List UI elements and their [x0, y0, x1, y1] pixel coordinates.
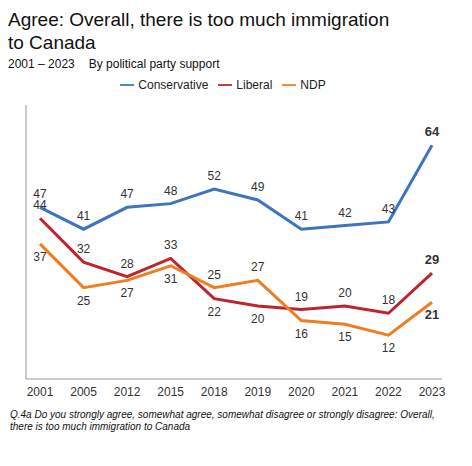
- svg-text:25: 25: [208, 268, 222, 282]
- html-text:Agree: Overall, there is too m: Agree: Overall, there is too much immigr…: [8, 9, 390, 53]
- svg-text:27: 27: [251, 260, 265, 274]
- svg-text:20: 20: [251, 312, 265, 326]
- svg-text:16: 16: [295, 327, 309, 341]
- svg-text:2020: 2020: [288, 385, 315, 399]
- svg-text:47: 47: [120, 187, 134, 201]
- svg-text:2019: 2019: [244, 385, 271, 399]
- svg-text:2021: 2021: [332, 385, 359, 399]
- html-text:Liberal: Liberal: [236, 78, 273, 92]
- svg-text:64: 64: [425, 124, 440, 139]
- svg-text:25: 25: [77, 294, 91, 308]
- svg-text:48: 48: [164, 184, 178, 198]
- html-text:By political party support: By political party support: [88, 57, 220, 71]
- html-text:Q.4a Do you strongly agree, so: Q.4a Do you strongly agree, somewhat agr…: [10, 409, 435, 432]
- svg-text:43: 43: [382, 202, 396, 216]
- html-text:Conservative: Conservative: [138, 78, 209, 92]
- svg-text:27: 27: [120, 286, 134, 300]
- html-text:2001 – 2023: 2001 – 2023: [8, 57, 75, 71]
- svg-text:44: 44: [33, 198, 47, 212]
- svg-text:2023: 2023: [419, 385, 446, 399]
- svg-text:29: 29: [425, 252, 439, 267]
- svg-text:41: 41: [295, 209, 309, 223]
- svg-text:2018: 2018: [201, 385, 228, 399]
- svg-text:32: 32: [77, 242, 91, 256]
- svg-text:41: 41: [77, 209, 91, 223]
- svg-text:33: 33: [164, 238, 178, 252]
- svg-text:47: 47: [33, 187, 47, 202]
- svg-text:12: 12: [382, 341, 396, 355]
- svg-text:15: 15: [338, 330, 352, 344]
- svg-text:21: 21: [425, 307, 439, 322]
- svg-text:18: 18: [382, 293, 396, 307]
- svg-text:2015: 2015: [157, 385, 184, 399]
- svg-text:2012: 2012: [114, 385, 141, 399]
- svg-text:37: 37: [33, 250, 47, 264]
- svg-text:22: 22: [208, 305, 222, 319]
- svg-text:2005: 2005: [70, 385, 97, 399]
- svg-text:19: 19: [295, 290, 309, 304]
- svg-text:2001: 2001: [27, 385, 54, 399]
- svg-text:28: 28: [120, 257, 134, 271]
- svg-text:20: 20: [338, 286, 352, 300]
- svg-text:31: 31: [164, 272, 178, 286]
- svg-text:49: 49: [251, 180, 265, 194]
- svg-text:52: 52: [208, 169, 222, 183]
- html-text:NDP: NDP: [300, 78, 326, 92]
- svg-text:42: 42: [338, 206, 352, 220]
- svg-text:2022: 2022: [375, 385, 402, 399]
